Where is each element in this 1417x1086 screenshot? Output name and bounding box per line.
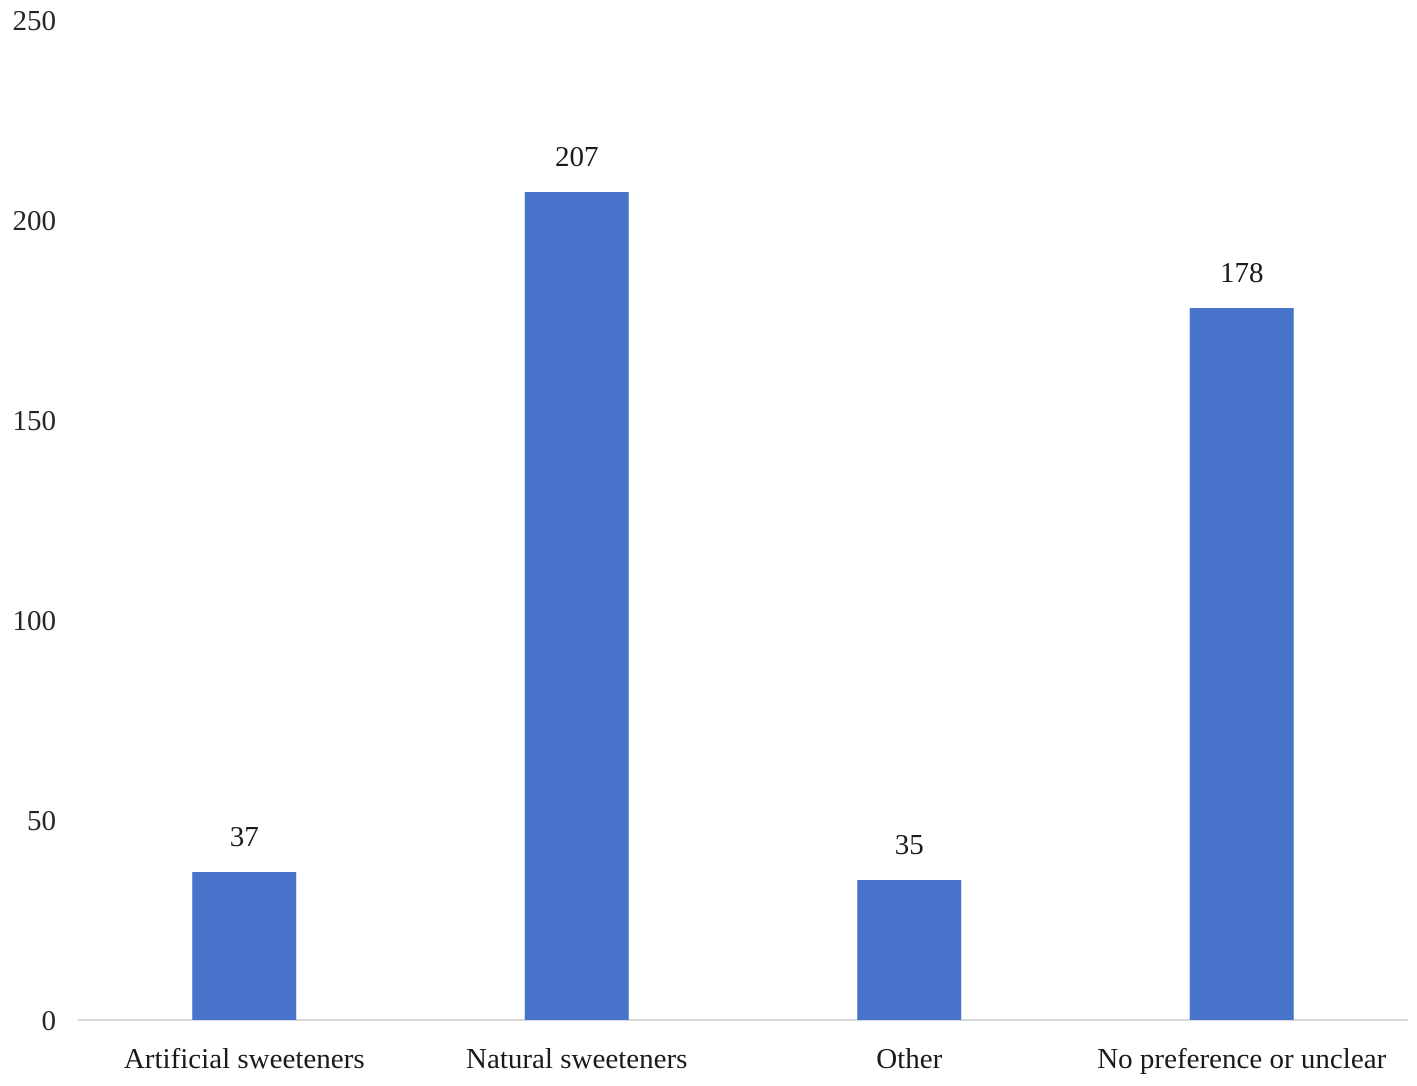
bar-value-label: 37 bbox=[230, 821, 259, 853]
x-category-label: No preference or unclear bbox=[1097, 1043, 1386, 1075]
bar-value-label: 35 bbox=[895, 829, 924, 861]
bars-group bbox=[192, 192, 1294, 1020]
y-tick-label: 150 bbox=[13, 405, 57, 437]
bar-value-label: 178 bbox=[1220, 257, 1264, 289]
x-category-label: Artificial sweeteners bbox=[124, 1043, 365, 1075]
bar-value-label: 207 bbox=[555, 141, 599, 173]
data-labels-group: 37 207 35 178 bbox=[230, 141, 1264, 861]
y-tick-label: 50 bbox=[27, 805, 56, 837]
bar bbox=[192, 872, 297, 1020]
x-category-label: Natural sweeteners bbox=[466, 1043, 687, 1075]
y-tick-label: 200 bbox=[13, 205, 57, 237]
y-tick-label: 100 bbox=[13, 605, 57, 637]
bar bbox=[857, 880, 962, 1020]
y-tick-label: 250 bbox=[13, 5, 57, 37]
y-tick-label: 0 bbox=[42, 1005, 57, 1037]
bar bbox=[1189, 308, 1294, 1020]
y-axis-tick-labels: 0 50 100 150 200 250 bbox=[13, 5, 57, 1037]
x-axis-category-labels: Artificial sweeteners Natural sweeteners O… bbox=[124, 1043, 1387, 1075]
bar bbox=[524, 192, 629, 1020]
x-category-label: Other bbox=[876, 1043, 942, 1075]
